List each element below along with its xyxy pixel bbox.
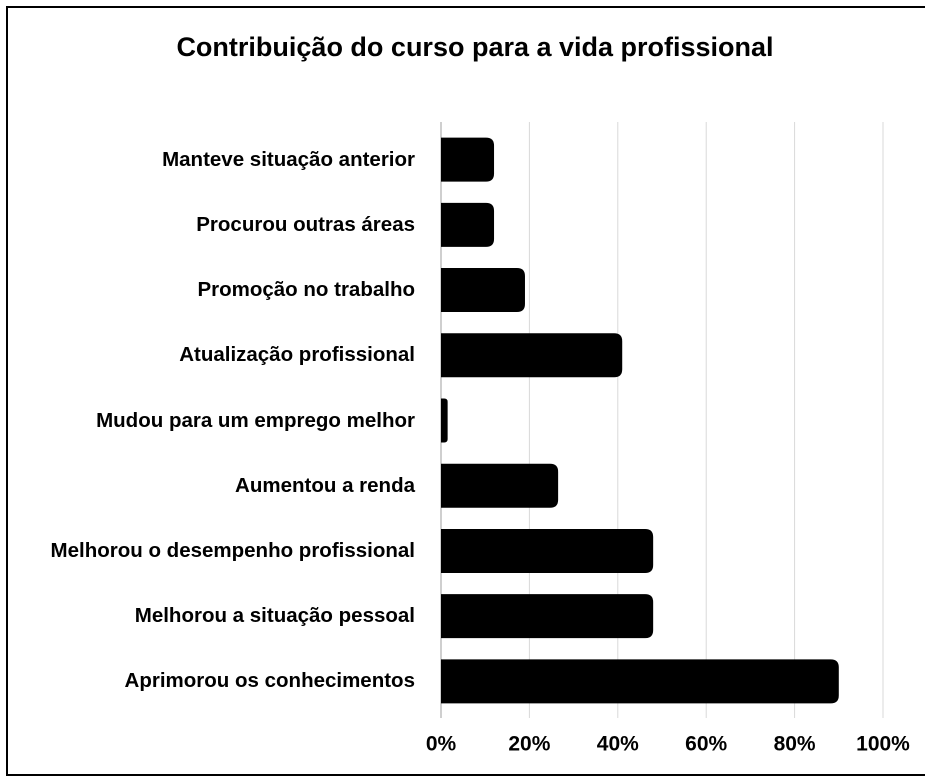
x-tick-label: 20% — [508, 733, 550, 756]
y-tick-label: Manteve situação anterior — [162, 147, 415, 171]
bar — [441, 333, 623, 378]
y-tick-label: Aprimorou os conhecimentos — [124, 669, 415, 693]
y-tick-label: Procurou outras áreas — [196, 212, 415, 236]
bar — [441, 202, 495, 247]
x-tick-label: 40% — [597, 733, 639, 756]
x-tick-label: 60% — [685, 733, 727, 756]
x-tick-label: 0% — [426, 733, 457, 756]
bar — [441, 594, 654, 639]
y-tick-label: Mudou para um emprego melhor — [96, 408, 415, 432]
y-tick-label: Melhorou o desempenho profissional — [50, 538, 415, 562]
bar — [441, 659, 839, 704]
x-tick-label: 100% — [856, 733, 910, 756]
bar — [441, 137, 495, 182]
bar — [441, 528, 654, 573]
y-tick-label: Atualização profissional — [179, 343, 415, 367]
chart-title: Contribuição do curso para a vida profis… — [176, 32, 774, 62]
bar — [441, 268, 525, 313]
bar — [441, 463, 559, 508]
x-tick-label: 80% — [774, 733, 816, 756]
y-tick-label: Melhorou a situação pessoal — [134, 604, 415, 628]
bar — [441, 398, 448, 443]
y-tick-label: Promoção no trabalho — [197, 278, 415, 302]
y-tick-label: Aumentou a renda — [235, 473, 415, 497]
